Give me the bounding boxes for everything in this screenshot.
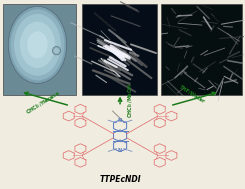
Text: N: N xyxy=(118,118,122,123)
Ellipse shape xyxy=(14,14,61,76)
Text: TTPEcNDI: TTPEcNDI xyxy=(99,175,141,184)
Text: CHCl$_3$/MeOH: CHCl$_3$/MeOH xyxy=(126,83,135,118)
Text: CHCl$_3$/Hexane: CHCl$_3$/Hexane xyxy=(24,89,62,117)
Bar xyxy=(3,4,76,95)
Text: THF/Water: THF/Water xyxy=(179,84,207,104)
Ellipse shape xyxy=(52,46,61,55)
Ellipse shape xyxy=(54,48,59,53)
Ellipse shape xyxy=(20,22,55,68)
Ellipse shape xyxy=(27,31,48,58)
Text: N: N xyxy=(118,148,122,153)
Ellipse shape xyxy=(8,6,67,84)
Bar xyxy=(82,4,157,95)
Bar xyxy=(161,4,242,95)
Ellipse shape xyxy=(11,9,64,80)
